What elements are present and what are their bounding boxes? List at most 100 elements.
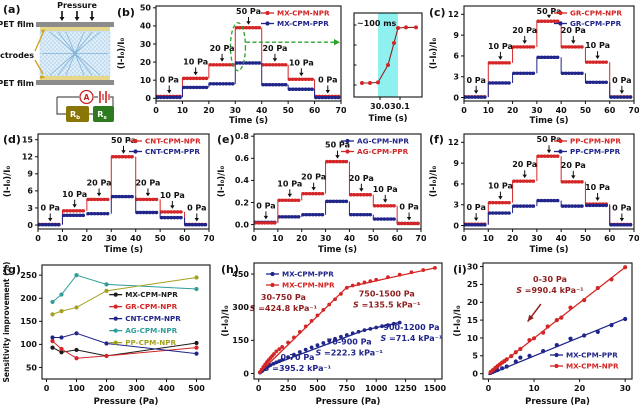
svg-text:200: 200 — [98, 384, 115, 393]
svg-text:20 Pa: 20 Pa — [262, 44, 287, 53]
svg-text:PP-CPM-NPR: PP-CPM-NPR — [570, 137, 621, 146]
pet-film-bottom-label: PET film — [0, 79, 34, 88]
svg-text:20 Pa: 20 Pa — [561, 161, 586, 170]
svg-text:30.1: 30.1 — [390, 102, 410, 111]
annotation: 900-1200 Pa S =71.4 kPa⁻¹ — [381, 323, 443, 343]
svg-text:0: 0 — [44, 384, 50, 393]
svg-text:10 Pa: 10 Pa — [585, 41, 610, 50]
axes: 0 100 200 300 400 500 50 100 150 200 250 Pressure (… — [2, 262, 211, 407]
svg-text:0-70 Pa: 0-70 Pa — [281, 353, 315, 362]
svg-text:0.2: 0.2 — [235, 198, 249, 207]
svg-text:10: 10 — [57, 234, 69, 243]
svg-text:AG-CPM-PPR: AG-CPM-PPR — [357, 147, 409, 156]
svg-text:50: 50 — [283, 106, 295, 115]
svg-text:0 Pa: 0 Pa — [466, 76, 485, 85]
svg-text:Sensitivity improvement (%): Sensitivity improvement (%) — [2, 262, 11, 383]
panel-c-step-chart: 0 Pa 10 Pa 20 Pa 50 Pa 20 Pa 10 Pa 0 Pa GR-CPM-… — [426, 0, 639, 130]
svg-text:6: 6 — [453, 52, 459, 61]
panel-b-inset-chart: ~100 ms 30.0 30.1 Time (s) — [347, 1, 425, 128]
electrodes-label: Electrodes — [0, 51, 34, 60]
panel-a-schematic: (a) Pressure PET film Electrodes PET fil… — [0, 0, 118, 130]
svg-text:9: 9 — [27, 170, 33, 179]
response-time-highlight — [229, 22, 340, 72]
ammeter-label: A — [84, 93, 90, 102]
svg-text:50: 50 — [26, 363, 38, 372]
svg-text:1000: 1000 — [365, 384, 388, 393]
svg-text:40: 40 — [556, 234, 568, 243]
svg-text:AG-CPM-NPR: AG-CPM-NPR — [125, 326, 177, 335]
svg-text:0 Pa: 0 Pa — [318, 75, 337, 84]
svg-text:0: 0 — [27, 221, 33, 230]
svg-text:30: 30 — [106, 234, 118, 243]
svg-text:0 Pa: 0 Pa — [187, 203, 206, 212]
svg-text:(I-I₀)/I₀: (I-I₀)/I₀ — [217, 166, 227, 198]
svg-text:Pressure (Pa): Pressure (Pa) — [316, 397, 381, 407]
svg-text:10: 10 — [467, 334, 479, 343]
svg-text:10 Pa: 10 Pa — [160, 191, 185, 200]
svg-text:400: 400 — [158, 384, 175, 393]
svg-text:10: 10 — [528, 384, 540, 393]
svg-text:50 Pa: 50 Pa — [111, 136, 136, 145]
svg-text:GR-CPM-PPR: GR-CPM-PPR — [570, 19, 622, 28]
svg-text:70-900 Pa: 70-900 Pa — [327, 338, 372, 347]
svg-text:6: 6 — [453, 180, 459, 189]
series-GR-CPM-NPR — [463, 19, 635, 99]
chart-i: 0-30 Pa S =990.4 kPa⁻¹ MX-CPM-PPR MX-CPM-NP… — [453, 262, 633, 407]
svg-text:900-1200 Pa: 900-1200 Pa — [383, 323, 439, 332]
svg-text:750: 750 — [338, 384, 355, 393]
bias-resistor-box — [66, 106, 89, 122]
svg-text:S =990.4 kPa⁻¹: S =990.4 kPa⁻¹ — [516, 286, 584, 295]
svg-text:0: 0 — [256, 384, 262, 393]
svg-text:Pressure (Pa): Pressure (Pa) — [94, 397, 159, 407]
svg-text:0 Pa: 0 Pa — [466, 203, 485, 212]
svg-text:0.0: 0.0 — [235, 220, 250, 229]
svg-text:50: 50 — [580, 106, 592, 115]
svg-text:GR-CPM-NPR: GR-CPM-NPR — [125, 302, 177, 311]
svg-text:60: 60 — [392, 234, 404, 243]
svg-text:20 Pa: 20 Pa — [87, 178, 112, 187]
panel-f-step-chart: 0 Pa 10 Pa 20 Pa 50 Pa 20 Pa 10 Pa 0 Pa PP-CPM-… — [426, 127, 639, 259]
svg-text:70: 70 — [203, 234, 214, 243]
panel-g-sensitivity-chart: MX-CPM-NPR GR-CPM-NPR CNT-CPM-NPR AG-CPM-NP… — [0, 257, 218, 409]
svg-text:30-750 Pa: 30-750 Pa — [261, 293, 306, 302]
r-sense-label: Rs — [97, 110, 107, 121]
pet-film-top-label: PET film — [0, 20, 34, 29]
svg-text:0 Pa: 0 Pa — [256, 201, 275, 210]
svg-text:(i): (i) — [453, 263, 467, 276]
svg-text:0.6: 0.6 — [235, 154, 250, 163]
svg-text:(I-I₀)/I₀: (I-I₀)/I₀ — [429, 38, 439, 70]
svg-text:20: 20 — [574, 384, 586, 393]
svg-text:20 Pa: 20 Pa — [301, 173, 326, 182]
svg-text:40: 40 — [140, 22, 152, 31]
svg-text:20 Pa: 20 Pa — [210, 44, 235, 53]
svg-text:50: 50 — [155, 234, 167, 243]
svg-text:70: 70 — [335, 106, 346, 115]
series-GR-CPM-PPR — [463, 55, 635, 99]
panel-b-step-chart: 0 Pa 10 Pa 20 Pa 50 Pa 20 Pa 10 Pa 0 Pa MX-CPM-… — [114, 0, 347, 130]
series-MX-CPM-NPR — [360, 25, 418, 85]
svg-text:30: 30 — [140, 40, 152, 49]
sensor-resistor-box — [93, 106, 114, 122]
annotation-arrow — [527, 303, 542, 322]
svg-text:150: 150 — [20, 317, 37, 326]
legend: MX-CPM-NPR GR-CPM-NPR CNT-CPM-NPR AG-CPM-NP… — [109, 290, 181, 347]
svg-text:10 Pa: 10 Pa — [373, 185, 398, 194]
series-MX-CPM-NPR — [257, 265, 437, 375]
svg-text:10 Pa: 10 Pa — [277, 179, 302, 188]
series-CNT-CPM-PPR — [37, 194, 210, 227]
svg-text:30: 30 — [531, 106, 543, 115]
svg-text:0.4: 0.4 — [235, 176, 250, 185]
svg-text:PP-CPM-PPR: PP-CPM-PPR — [570, 147, 621, 156]
svg-text:(I-I₀)/I₀: (I-I₀)/I₀ — [3, 166, 13, 198]
svg-text:(I-I₀)/I₀: (I-I₀)/I₀ — [429, 166, 439, 198]
svg-text:CNT-CPM-PPR: CNT-CPM-PPR — [145, 147, 200, 156]
svg-text:10 Pa: 10 Pa — [62, 190, 87, 199]
svg-text:40: 40 — [556, 106, 568, 115]
svg-text:30: 30 — [531, 234, 543, 243]
svg-text:0: 0 — [461, 106, 467, 115]
svg-text:10: 10 — [177, 106, 189, 115]
svg-text:0-30 Pa: 0-30 Pa — [533, 275, 567, 284]
